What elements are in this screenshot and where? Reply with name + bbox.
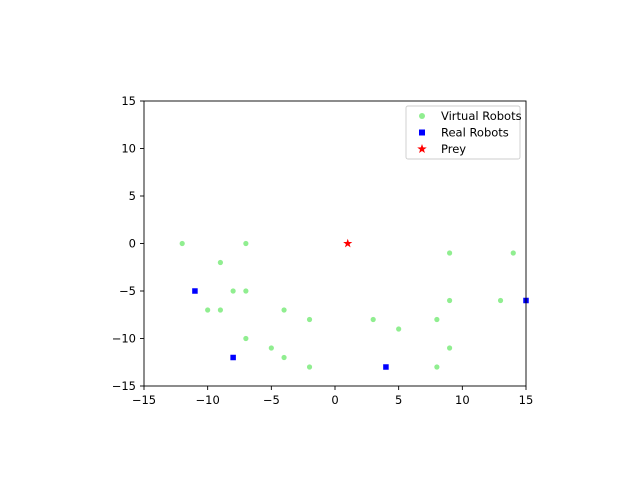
legend: Virtual Robots Real Robots Prey xyxy=(405,105,522,160)
series-real-robots xyxy=(192,288,529,370)
legend-label: Virtual Robots xyxy=(441,109,522,123)
x-tick-label: −5 xyxy=(263,393,280,407)
x-tick-label: −10 xyxy=(196,393,220,407)
legend-marker xyxy=(417,144,427,154)
axes: −15 −10 −5 0 5 10 15 −15 −10 −5 0 5 10 15 xyxy=(112,94,534,407)
y-tick-label: 10 xyxy=(121,142,136,156)
y-tick-label: −15 xyxy=(112,379,136,393)
y-tick-label: 5 xyxy=(129,189,136,203)
x-tick-label: 0 xyxy=(331,393,338,407)
data-point xyxy=(306,316,313,323)
data-point xyxy=(205,307,211,313)
x-tick-label: 5 xyxy=(395,393,402,407)
data-point xyxy=(447,297,453,304)
data-point xyxy=(281,354,287,361)
data-point xyxy=(192,288,198,294)
data-point xyxy=(306,364,313,370)
legend-marker xyxy=(419,113,425,119)
data-point xyxy=(179,240,185,247)
y-tick-label: −5 xyxy=(119,284,136,298)
data-point xyxy=(510,250,516,256)
data-point xyxy=(230,288,236,294)
data-point xyxy=(243,335,249,342)
series-prey xyxy=(343,238,353,248)
data-point xyxy=(447,250,453,256)
data-point xyxy=(243,240,249,247)
legend-label: Real Robots xyxy=(441,126,509,140)
data-point xyxy=(217,307,223,313)
data-point xyxy=(383,364,389,370)
data-point xyxy=(230,354,236,361)
legend-marker xyxy=(419,129,425,136)
data-point xyxy=(343,238,353,248)
data-point xyxy=(217,259,223,266)
data-point xyxy=(434,364,440,370)
data-point xyxy=(447,345,453,351)
x-tick-label: −15 xyxy=(132,393,156,407)
series-virtual-robots xyxy=(179,240,516,370)
data-point xyxy=(434,316,440,323)
data-point xyxy=(497,297,504,304)
data-point xyxy=(268,345,274,351)
x-tick-label: 10 xyxy=(455,393,470,407)
legend-label: Prey xyxy=(441,142,466,156)
plot-area xyxy=(179,238,529,370)
data-point xyxy=(396,326,402,332)
y-tick-label: −10 xyxy=(112,332,136,346)
data-point xyxy=(370,316,376,323)
y-tick-label: 15 xyxy=(121,94,136,108)
data-point xyxy=(243,288,249,294)
legend-box xyxy=(405,105,521,160)
x-tick-label: 15 xyxy=(519,393,534,407)
data-point xyxy=(281,307,287,313)
y-tick-label: 0 xyxy=(129,237,136,251)
